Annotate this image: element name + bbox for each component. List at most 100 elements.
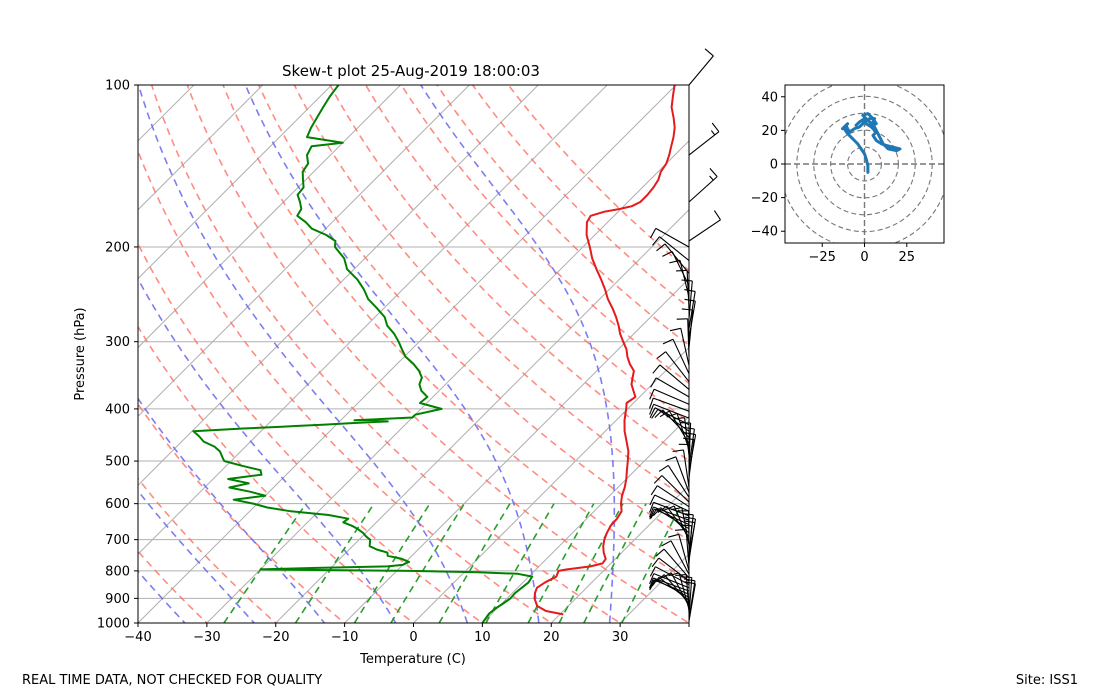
isotherm-line <box>138 85 539 486</box>
moist-adiabat <box>138 277 397 623</box>
hodograph-ticks: −25 0 25 −40 −20 0 20 40 <box>751 90 915 265</box>
wind-barb <box>649 403 690 419</box>
wind-barb <box>648 397 690 412</box>
wind-barb <box>669 259 690 298</box>
site-label: Site: ISS1 <box>1015 673 1078 688</box>
wind-barb <box>650 377 690 398</box>
moist-adiabat <box>138 397 326 623</box>
isotherm-line <box>482 415 689 623</box>
temperature-profile <box>533 85 676 616</box>
dry-adiabat <box>436 85 689 347</box>
y-tick-label: 200 <box>105 240 130 255</box>
mixing-ratio-line <box>583 503 647 623</box>
isotherm-line <box>0 85 56 623</box>
wind-barb <box>655 548 690 579</box>
wind-barb <box>656 351 690 383</box>
wind-barb <box>649 388 690 405</box>
hodograph-x-tick-label: 25 <box>899 250 916 265</box>
wind-barb <box>688 48 714 86</box>
mixing-ratio-line <box>223 503 307 623</box>
wind-barb <box>650 485 690 508</box>
y-tick-label: 300 <box>105 335 130 350</box>
wind-barb <box>669 327 690 366</box>
wind-barb <box>688 122 720 156</box>
dry-adiabat <box>293 85 689 502</box>
hodograph-y-tick-label: −40 <box>751 225 778 240</box>
moist-adiabat <box>138 489 256 623</box>
wind-barb <box>654 409 690 438</box>
wind-barb <box>673 417 690 456</box>
wind-barb <box>649 573 690 589</box>
dry-adiabat <box>329 85 689 462</box>
y-tick-label: 700 <box>105 533 130 548</box>
skewt-title: Skew-t plot 25-Aug-2019 18:00:03 <box>282 62 540 80</box>
skewt-y-ticks: 100 200 300 400 500 600 700 800 900 1000 <box>97 79 138 632</box>
wind-barb <box>656 243 690 274</box>
y-tick-label: 100 <box>105 79 130 94</box>
wind-barbs <box>648 48 721 622</box>
skewt-panel: −40 −30 −20 −10 0 10 20 30 100 200 300 400 500 600 70… <box>0 48 721 667</box>
y-tick-label: 600 <box>105 497 130 512</box>
wind-barb <box>668 572 690 610</box>
skewt-profiles <box>192 85 676 623</box>
wind-barb <box>649 578 690 598</box>
wind-barb <box>684 581 696 622</box>
isotherm-line <box>138 85 677 623</box>
wind-barb <box>653 475 690 503</box>
isotherm-line <box>206 140 689 623</box>
hodograph-y-tick-label: −20 <box>751 191 778 206</box>
isotherm-line <box>138 85 470 418</box>
hodograph-line <box>841 112 902 174</box>
skewt-y-label: Pressure (hPa) <box>73 307 88 400</box>
wind-barb <box>672 449 690 488</box>
isotherm-line <box>138 85 332 280</box>
isotherm-line <box>138 85 608 555</box>
skewt-grid <box>0 85 689 623</box>
x-tick-label: −20 <box>262 630 289 645</box>
x-tick-label: 20 <box>543 630 560 645</box>
y-tick-label: 800 <box>105 564 130 579</box>
dry-adiabat <box>138 242 484 623</box>
wind-barb <box>661 540 690 575</box>
isotherm-line <box>550 484 689 623</box>
x-tick-label: 0 <box>409 630 417 645</box>
moist-adiabat <box>138 570 186 623</box>
hodograph-x-tick-label: −25 <box>808 250 835 265</box>
dry-adiabat <box>257 85 689 542</box>
wind-barb <box>649 494 690 512</box>
wind-barb <box>662 338 690 374</box>
dry-adiabat <box>471 85 689 309</box>
skewt-x-label: Temperature (C) <box>359 652 466 667</box>
isotherm-line <box>275 209 689 623</box>
hodograph-y-tick-label: 20 <box>761 124 778 139</box>
x-tick-label: −10 <box>331 630 358 645</box>
isotherm-line <box>413 346 689 623</box>
wind-barb <box>668 533 690 572</box>
y-tick-label: 900 <box>105 592 130 607</box>
isotherm-line <box>344 277 689 623</box>
mixing-ratio-line <box>438 503 511 623</box>
isotherm-line <box>138 85 264 211</box>
y-tick-label: 400 <box>105 402 130 417</box>
dry-adiabat <box>138 402 346 623</box>
quality-disclaimer: REAL TIME DATA, NOT CHECKED FOR QUALITY <box>22 673 323 688</box>
x-tick-label: 10 <box>474 630 491 645</box>
hodograph-y-tick-label: 40 <box>761 90 778 105</box>
wind-barb <box>688 210 721 242</box>
wind-barb <box>666 412 690 450</box>
dry-adiabat <box>138 325 415 623</box>
x-tick-label: −40 <box>124 630 151 645</box>
wind-barb <box>681 308 694 348</box>
wind-barb <box>658 464 690 498</box>
y-tick-label: 1000 <box>97 617 130 632</box>
moist-adiabat <box>420 85 616 623</box>
wind-barb <box>650 227 690 248</box>
hodograph-trace <box>841 112 902 174</box>
x-tick-label: −30 <box>193 630 220 645</box>
hodograph-y-tick-label: 0 <box>770 158 778 173</box>
y-tick-label: 500 <box>105 455 130 470</box>
dry-adiabat <box>138 148 553 623</box>
mixing-ratio-line <box>558 503 624 623</box>
wind-barb <box>661 572 690 607</box>
